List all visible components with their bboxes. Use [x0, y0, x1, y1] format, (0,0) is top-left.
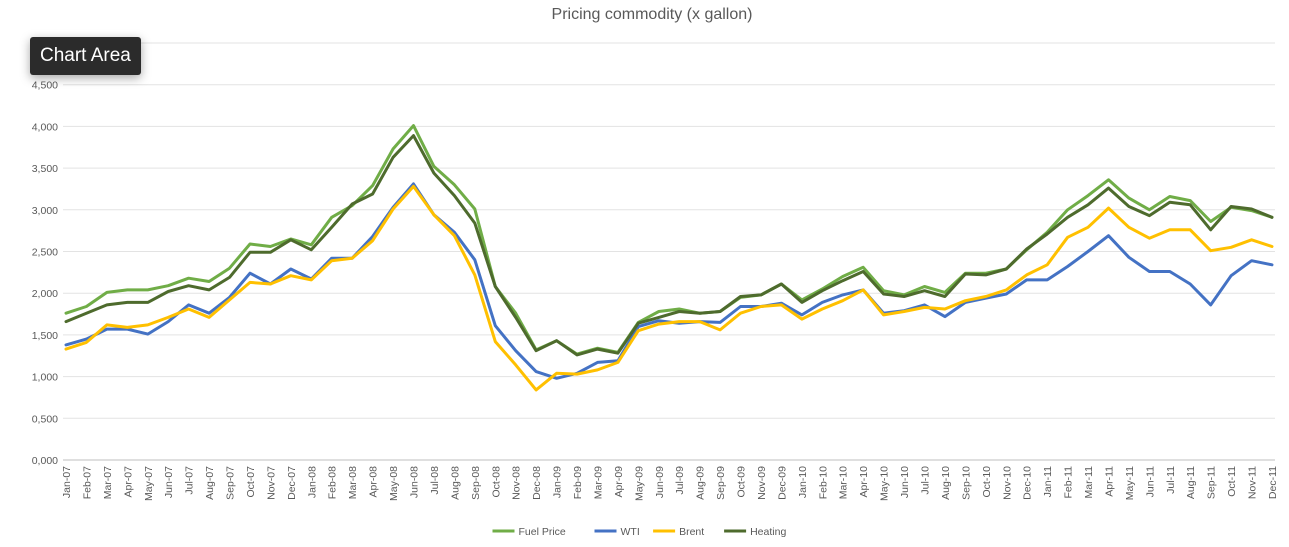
- x-tick-label: Dec-07: [286, 466, 298, 500]
- plot-area[interactable]: [64, 124, 1274, 392]
- x-tick-label: Jun-09: [654, 466, 666, 498]
- x-tick-label: Sep-09: [715, 466, 727, 500]
- x-tick-label: Mar-07: [102, 466, 114, 499]
- x-tick-label: Jan-09: [552, 466, 564, 498]
- legend-label: Brent: [679, 526, 704, 538]
- x-tick-label: Dec-11: [1267, 466, 1279, 499]
- x-tick-label: Jun-11: [1144, 466, 1156, 497]
- x-tick-label: Nov-07: [265, 466, 277, 500]
- x-tick-label: Feb-09: [572, 466, 584, 499]
- x-tick-label: Sep-11: [1206, 466, 1218, 499]
- x-tick-label: Oct-10: [981, 466, 993, 498]
- y-axis-labels: 0,000 0,500 1,000 1,500 2,000 2,500 3,000 3,500…: [32, 38, 58, 467]
- x-tick-label: Mar-10: [838, 466, 850, 499]
- legend-item-fuel-price[interactable]: Fuel Price: [492, 526, 566, 538]
- x-tick-label: Jun-08: [408, 466, 420, 498]
- y-tick-label: 0,000: [32, 455, 58, 467]
- x-tick-label: Jan-08: [306, 466, 318, 498]
- x-tick-label: Jul-10: [920, 466, 932, 495]
- legend-label: Fuel Price: [519, 526, 566, 538]
- y-tick-label: 4,500: [32, 80, 58, 92]
- legend[interactable]: Fuel Price WTI Brent Heating: [492, 526, 787, 538]
- x-tick-label: Aug-08: [449, 466, 461, 500]
- x-tick-label: Feb-07: [81, 466, 93, 499]
- series-line-brent[interactable]: [64, 184, 1274, 392]
- x-tick-label: Dec-10: [1022, 466, 1034, 500]
- x-tick-label: Aug-11: [1185, 466, 1197, 499]
- y-tick-label: 3,500: [32, 163, 58, 175]
- y-tick-label: 2,500: [32, 247, 58, 259]
- x-tick-label: Nov-10: [1001, 466, 1013, 500]
- y-tick-label: 3,000: [32, 205, 58, 217]
- legend-label: Heating: [750, 526, 786, 538]
- legend-item-wti[interactable]: WTI: [594, 526, 640, 538]
- x-tick-label: Oct-11: [1226, 466, 1238, 497]
- x-tick-label: Nov-08: [511, 466, 523, 500]
- y-tick-label: 2,000: [32, 288, 58, 300]
- chart-title: Pricing commodity (x gallon): [552, 6, 753, 23]
- x-axis-labels: Jan-07 Feb-07 Mar-07 Apr-07 May-07 Jun-07 Jul-…: [61, 466, 1279, 501]
- x-tick-label: Oct-08: [490, 466, 502, 498]
- y-tick-label: 0,500: [32, 413, 58, 425]
- x-tick-label: Feb-08: [327, 466, 339, 499]
- x-tick-label: Sep-08: [470, 466, 482, 500]
- x-tick-label: Oct-07: [245, 466, 257, 498]
- legend-item-brent[interactable]: Brent: [653, 526, 704, 538]
- x-tick-label: Jan-10: [797, 466, 809, 498]
- series-line-fuel-price[interactable]: [64, 124, 1274, 356]
- x-tick-label: Apr-10: [858, 466, 870, 498]
- x-tick-label: Apr-07: [122, 466, 134, 498]
- x-tick-label: Aug-07: [204, 466, 216, 500]
- x-tick-label: Apr-08: [368, 466, 380, 498]
- x-tick-label: Jun-10: [899, 466, 911, 498]
- x-tick-label: Jul-08: [429, 466, 441, 495]
- x-tick-label: Jun-07: [163, 466, 175, 498]
- x-tick-label: Apr-09: [613, 466, 625, 498]
- legend-item-heating[interactable]: Heating: [724, 526, 786, 538]
- x-tick-label: May-09: [633, 466, 645, 501]
- x-tick-label: Jan-07: [61, 466, 73, 498]
- x-tick-label: Dec-09: [776, 466, 788, 500]
- y-tick-label: 1,500: [32, 330, 58, 342]
- series-line-heating[interactable]: [64, 134, 1274, 357]
- y-tick-label: 4,000: [32, 121, 58, 133]
- x-tick-label: Nov-09: [756, 466, 768, 500]
- x-tick-label: Mar-11: [1083, 466, 1095, 499]
- x-tick-label: May-10: [879, 466, 891, 501]
- x-tick-label: Nov-11: [1247, 466, 1259, 499]
- x-tick-label: May-08: [388, 466, 400, 501]
- x-tick-label: Feb-10: [817, 466, 829, 499]
- x-tick-label: Sep-10: [960, 466, 972, 500]
- x-tick-label: May-11: [1124, 466, 1136, 500]
- series-line-wti[interactable]: [64, 182, 1274, 380]
- x-tick-label: Aug-10: [940, 466, 952, 500]
- x-tick-label: Mar-09: [592, 466, 604, 499]
- x-tick-label: Jan-11: [1042, 466, 1054, 497]
- x-tick-label: Jul-07: [184, 466, 196, 495]
- x-tick-label: Aug-09: [695, 466, 707, 500]
- y-tick-label: 1,000: [32, 372, 58, 384]
- chart-area-tooltip: Chart Area: [30, 37, 141, 75]
- x-tick-label: Dec-08: [531, 466, 543, 500]
- x-tick-label: May-07: [143, 466, 155, 501]
- legend-label: WTI: [621, 526, 640, 538]
- x-tick-label: Jul-11: [1165, 466, 1177, 494]
- x-tick-label: Apr-11: [1103, 466, 1115, 497]
- x-tick-label: Mar-08: [347, 466, 359, 499]
- x-tick-label: Sep-07: [225, 466, 237, 500]
- x-tick-label: Jul-09: [674, 466, 686, 495]
- x-tick-label: Feb-11: [1063, 466, 1075, 499]
- x-tick-label: Oct-09: [736, 466, 748, 498]
